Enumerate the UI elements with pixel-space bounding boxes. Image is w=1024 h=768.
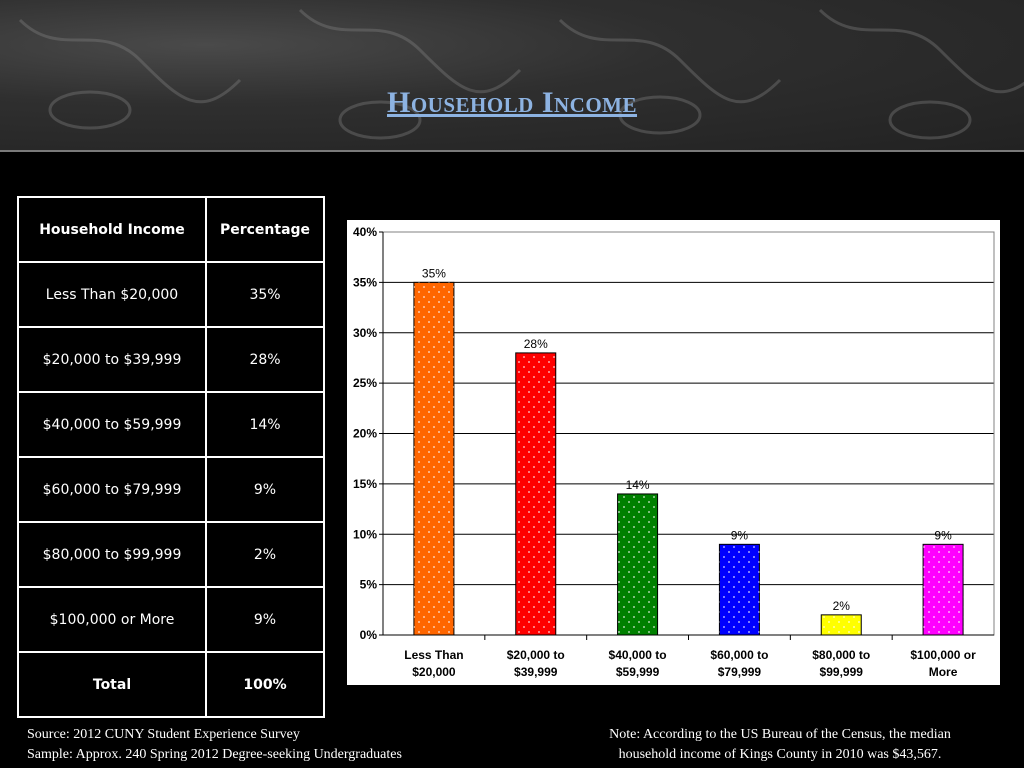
table-cell: 35% xyxy=(205,261,325,328)
bar-chart: 35% 28% 14% 9% 2% 9% 0% 5% 10% 15% 20% 25% 30% 35% 40… xyxy=(353,225,995,679)
table-row: $60,000 to $79,999 9% xyxy=(17,456,325,523)
data-label: 9% xyxy=(731,528,749,542)
bar-texture xyxy=(719,544,760,635)
note-line: Note: According to the US Bureau of the … xyxy=(609,727,951,742)
y-tick-label: 30% xyxy=(353,326,377,340)
x-tick-label: $79,999 xyxy=(718,665,762,679)
y-tick-label: 25% xyxy=(353,376,377,390)
y-tick-label: 5% xyxy=(360,578,378,592)
y-tick-label: 10% xyxy=(353,527,377,541)
footer-note: Note: According to the US Bureau of the … xyxy=(560,725,1000,765)
data-label: 2% xyxy=(833,599,851,613)
table-cell: $100,000 or More xyxy=(17,586,207,653)
chart-panel: 35% 28% 14% 9% 2% 9% 0% 5% 10% 15% 20% 25% 30% 35% 40… xyxy=(347,220,1000,685)
table-cell: $40,000 to $59,999 xyxy=(17,391,207,458)
table-cell: $20,000 to $39,999 xyxy=(17,326,207,393)
x-tick-label: Less Than xyxy=(404,648,463,662)
page-title: Household Income xyxy=(386,86,638,119)
table-header-row: Household Income Percentage xyxy=(17,196,325,263)
x-tick-label: $60,000 to xyxy=(710,648,768,662)
table-row: $40,000 to $59,999 14% xyxy=(17,391,325,458)
column-header: Household Income xyxy=(17,196,207,263)
table-cell: $80,000 to $99,999 xyxy=(17,521,207,588)
bar-texture xyxy=(617,493,658,635)
x-tick-label: $20,000 to xyxy=(507,648,565,662)
x-tick-label: $40,000 to xyxy=(609,648,667,662)
table-cell: 2% xyxy=(205,521,325,588)
x-tick-label: $100,000 or xyxy=(910,648,976,662)
note-line: household income of Kings County in 2010… xyxy=(618,747,942,762)
table-row: $80,000 to $99,999 2% xyxy=(17,521,325,588)
bar-texture xyxy=(413,282,454,635)
y-tick-label: 20% xyxy=(353,427,377,441)
table-total-row: Total 100% xyxy=(17,651,325,718)
income-table: Household Income Percentage Less Than $2… xyxy=(17,196,325,718)
x-tick-label: $80,000 to xyxy=(812,648,870,662)
table-cell: 9% xyxy=(205,586,325,653)
y-tick-label: 15% xyxy=(353,477,377,491)
table-row: $20,000 to $39,999 28% xyxy=(17,326,325,393)
y-tick-label: 40% xyxy=(353,225,377,239)
header-banner: Household Income xyxy=(0,0,1024,152)
table-cell: 14% xyxy=(205,391,325,458)
table-cell: Less Than $20,000 xyxy=(17,261,207,328)
damask-pattern xyxy=(18,8,1024,140)
source-text: Source: 2012 CUNY Student Experience Sur… xyxy=(27,727,300,742)
table-cell: 9% xyxy=(205,456,325,523)
table-cell: 100% xyxy=(205,651,325,718)
y-tick-label: 0% xyxy=(360,628,378,642)
x-tick-label: $99,999 xyxy=(820,665,864,679)
bar-texture xyxy=(515,352,556,635)
table-cell: 28% xyxy=(205,326,325,393)
table-row: Less Than $20,000 35% xyxy=(17,261,325,328)
footer-source: Source: 2012 CUNY Student Experience Sur… xyxy=(27,725,402,765)
data-label: 9% xyxy=(934,528,952,542)
y-tick-label: 35% xyxy=(353,275,377,289)
table-cell: $60,000 to $79,999 xyxy=(17,456,207,523)
table-row: $100,000 or More 9% xyxy=(17,586,325,653)
table-cell: Total xyxy=(17,651,207,718)
sample-text: Sample: Approx. 240 Spring 2012 Degree-s… xyxy=(27,747,402,762)
data-label: 35% xyxy=(422,266,446,280)
x-tick-label: More xyxy=(929,665,958,679)
data-label: 14% xyxy=(626,478,650,492)
bar-texture xyxy=(821,614,862,635)
x-tick-label: $20,000 xyxy=(412,665,456,679)
bar-texture xyxy=(923,544,964,635)
x-tick-label: $39,999 xyxy=(514,665,558,679)
data-label: 28% xyxy=(524,337,548,351)
x-tick-label: $59,999 xyxy=(616,665,660,679)
column-header: Percentage xyxy=(205,196,325,263)
